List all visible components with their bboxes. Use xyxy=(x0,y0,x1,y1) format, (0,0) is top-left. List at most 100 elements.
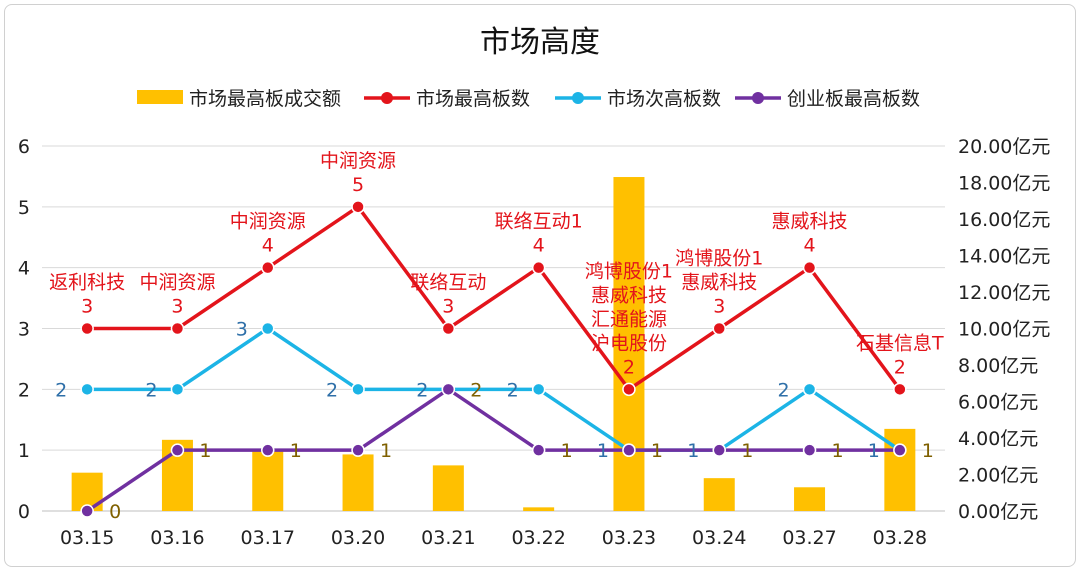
stock-name-label: 惠威科技 xyxy=(681,272,757,294)
legend-swatch-marker xyxy=(572,92,584,104)
series-point-2 xyxy=(802,382,817,397)
legend-swatch-bar xyxy=(137,90,183,104)
legend-label: 市场最高板成交额 xyxy=(189,88,341,110)
y-left-tick-label: 1 xyxy=(18,440,30,462)
data-label-chinext-board: 0 xyxy=(109,501,121,523)
series-point-1 xyxy=(802,260,817,275)
y-right-tick-label: 0.00亿元 xyxy=(958,501,1038,523)
bar xyxy=(794,487,826,511)
y-left-tick-label: 6 xyxy=(18,136,30,158)
series-point-1 xyxy=(622,382,636,397)
stock-name-label: 惠威科技 xyxy=(772,211,848,233)
y-right-tick-label: 20.00亿元 xyxy=(958,136,1050,158)
data-label-chinext-board: 2 xyxy=(470,379,482,401)
y-right-tick-label: 14.00亿元 xyxy=(958,246,1050,268)
data-label-chinext-board: 1 xyxy=(199,440,211,462)
data-label-max-board: 2 xyxy=(623,356,635,378)
series-point-3 xyxy=(170,443,185,457)
legend-swatch-marker xyxy=(752,92,764,104)
y-right-tick-label: 4.00亿元 xyxy=(958,428,1038,450)
data-label-max-board: 3 xyxy=(81,296,93,318)
legend-label: 创业板最高板数 xyxy=(787,88,920,110)
y-left-tick-label: 5 xyxy=(18,197,30,219)
data-label-max-board: 3 xyxy=(171,296,183,318)
data-label-second-board: 2 xyxy=(416,379,428,401)
data-label-chinext-board: 1 xyxy=(290,440,302,462)
y-right-tick-label: 18.00亿元 xyxy=(958,173,1050,195)
data-label-max-board: 5 xyxy=(352,174,364,196)
x-tick-label: 03.23 xyxy=(602,527,656,549)
data-label-chinext-board: 1 xyxy=(651,440,663,462)
stock-name-label: 鸿博股份1 xyxy=(585,260,673,282)
x-tick-label: 03.24 xyxy=(692,527,746,549)
stock-name-label: 沪电股份 xyxy=(591,332,667,354)
series-point-2 xyxy=(80,382,94,397)
x-tick-label: 03.22 xyxy=(511,527,565,549)
series-point-1 xyxy=(261,260,275,275)
chart-title: 市场高度 xyxy=(480,25,600,60)
data-label-chinext-board: 1 xyxy=(380,440,392,462)
stock-name-label: 鸿博股份1 xyxy=(675,248,763,270)
series-point-2 xyxy=(531,382,546,397)
data-label-second-board: 2 xyxy=(145,379,157,401)
series-point-2 xyxy=(170,382,185,397)
series-point-1 xyxy=(80,321,94,336)
x-tick-label: 03.28 xyxy=(873,527,927,549)
x-tick-label: 03.27 xyxy=(782,527,836,549)
bar xyxy=(523,507,555,511)
y-right-tick-label: 12.00亿元 xyxy=(958,282,1050,304)
y-left-tick-label: 2 xyxy=(18,379,30,401)
y-left-tick-label: 3 xyxy=(18,319,30,341)
data-label-chinext-board: 1 xyxy=(922,440,934,462)
stock-name-label: 返利科技 xyxy=(49,272,125,294)
y-left-tick-label: 0 xyxy=(18,501,30,523)
x-tick-label: 03.20 xyxy=(331,527,385,549)
legend-swatch-marker xyxy=(381,92,393,104)
legend-label: 市场次高板数 xyxy=(607,88,721,110)
stock-name-label: 联络互动 xyxy=(410,272,486,294)
series-point-3 xyxy=(893,443,907,457)
data-label-max-board: 3 xyxy=(713,296,725,318)
legend-label: 市场最高板数 xyxy=(416,88,530,110)
stock-name-label: 惠威科技 xyxy=(591,284,667,306)
x-tick-label: 03.17 xyxy=(241,527,295,549)
series-point-2 xyxy=(261,321,275,336)
data-label-chinext-board: 1 xyxy=(741,440,753,462)
stock-name-label: 石基信息T xyxy=(856,332,944,354)
x-tick-label: 03.21 xyxy=(421,527,475,549)
data-label-chinext-board: 1 xyxy=(832,440,844,462)
stock-name-label: 中润资源 xyxy=(230,211,306,233)
series-point-2 xyxy=(351,382,365,397)
y-right-tick-label: 6.00亿元 xyxy=(958,392,1038,414)
x-tick-label: 03.15 xyxy=(60,527,114,549)
data-label-max-board: 4 xyxy=(533,235,545,257)
series-line-2 xyxy=(87,326,901,452)
data-label-chinext-board: 1 xyxy=(561,440,573,462)
stock-name-label: 联络互动1 xyxy=(495,211,583,233)
y-right-tick-label: 2.00亿元 xyxy=(958,465,1038,487)
data-label-second-board: 2 xyxy=(507,379,519,401)
series-point-3 xyxy=(712,443,726,457)
y-left-tick-label: 4 xyxy=(18,258,30,280)
series-line-3 xyxy=(86,387,900,513)
y-right-tick-label: 16.00亿元 xyxy=(958,209,1050,231)
series-line-1 xyxy=(87,205,902,392)
series-point-3 xyxy=(802,443,817,457)
y-right-tick-label: 8.00亿元 xyxy=(958,355,1038,377)
data-label-second-board: 1 xyxy=(868,440,880,462)
bar xyxy=(342,454,374,511)
y-right-tick-label: 10.00亿元 xyxy=(958,319,1050,341)
stock-name-label: 汇通能源 xyxy=(591,308,667,330)
series-point-1 xyxy=(170,321,185,336)
series-point-1 xyxy=(351,200,365,214)
data-label-second-board: 3 xyxy=(236,319,248,341)
data-label-second-board: 2 xyxy=(778,379,790,401)
data-label-second-board: 2 xyxy=(55,379,67,401)
bar xyxy=(703,478,735,511)
series-point-1 xyxy=(893,382,907,397)
data-label-max-board: 3 xyxy=(442,296,454,318)
data-label-second-board: 2 xyxy=(326,379,338,401)
series-point-3 xyxy=(441,382,456,397)
series-point-3 xyxy=(622,443,636,457)
